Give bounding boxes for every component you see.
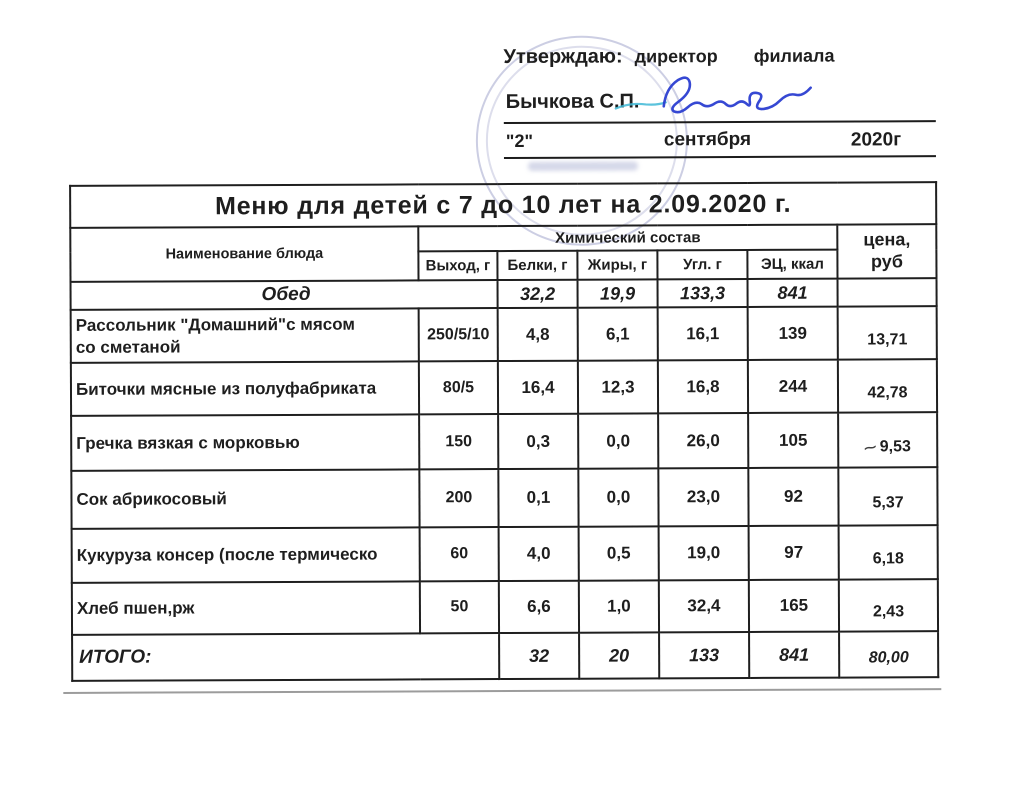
dish-output: 60 [420, 527, 499, 581]
dish-price [838, 278, 937, 306]
dish-protein: 4,8 [498, 308, 578, 361]
approval-day: "2" [506, 131, 533, 152]
dish-carbs: 19,0 [659, 526, 749, 580]
dish-energy: 165 [749, 580, 839, 632]
dish-price: ⁓9,53 [838, 412, 937, 467]
pen-mark: ⁓ [864, 439, 878, 455]
dish-protein: 4,0 [499, 527, 579, 581]
date-line: "2" сентября 2020г [504, 122, 936, 159]
dish-protein: 0,3 [498, 414, 578, 469]
dish-output: 250/5/10 [419, 308, 498, 361]
col-header-energy: ЭЦ, ккал [747, 250, 837, 279]
dish-name: ИТОГО: [72, 633, 499, 681]
dish-fat: 6,1 [578, 307, 658, 360]
dish-fat: 12,3 [578, 360, 658, 413]
dish-energy: 105 [748, 413, 838, 468]
dish-fat: 19,9 [578, 279, 658, 307]
dish-carbs: 26,0 [658, 413, 748, 468]
dish-protein: 32,2 [498, 280, 578, 308]
menu-row-item: Рассольник "Домашний"с мясом со сметаной… [71, 306, 937, 363]
dish-fat: 0,0 [578, 468, 658, 526]
dish-carbs: 133,3 [658, 279, 748, 307]
dish-price: 42,78 [838, 359, 937, 412]
col-header-fat: Жиры, г [577, 250, 657, 279]
menu-title-row: Меню для детей с 7 до 10 лет на 2.09.202… [70, 182, 936, 228]
dish-name: Обед [71, 280, 498, 310]
col-header-price: цена, руб [837, 224, 936, 278]
scan-echo-line [63, 688, 941, 694]
dish-name: Биточки мясные из полуфабриката [71, 361, 419, 416]
dish-name: Хлеб пшен,рж [72, 581, 420, 635]
approval-prefix: Утверждаю: [503, 46, 622, 69]
dish-output: 50 [420, 581, 499, 633]
dish-energy: 97 [749, 526, 839, 580]
dish-energy: 841 [748, 279, 838, 307]
dish-name: Кукуруза консер (после термическо [72, 527, 420, 583]
dish-protein: 0,1 [498, 469, 578, 527]
approval-block: Утверждаю: директор филиала Бычкова С.П. "… [503, 42, 935, 159]
dish-price: 5,37 [838, 467, 937, 525]
dish-protein: 32 [499, 633, 579, 679]
col-header-carbs: Угл. г [657, 250, 747, 279]
dish-energy: 139 [748, 307, 838, 360]
dish-fat: 1,0 [579, 580, 659, 632]
dish-fat: 20 [579, 632, 659, 678]
header-row-groups: Наименование блюда Химический состав цен… [70, 224, 936, 253]
dish-protein: 6,6 [499, 581, 579, 633]
dish-carbs: 133 [659, 632, 749, 678]
signature-icon [612, 67, 862, 120]
dish-fat: 0,0 [578, 413, 658, 468]
dish-protein: 16,4 [498, 361, 578, 414]
dish-name: Сок абрикосовый [71, 469, 419, 529]
col-header-output: Выход, г [418, 251, 497, 280]
approval-line: Утверждаю: директор филиала [503, 42, 935, 70]
col-header-dish: Наименование блюда [70, 226, 418, 282]
dish-carbs: 32,4 [659, 580, 749, 632]
approval-month: сентября [664, 129, 751, 151]
dish-price: 13,71 [838, 306, 937, 359]
menu-title: Меню для детей с 7 до 10 лет на 2.09.202… [70, 182, 936, 228]
dish-energy: 841 [749, 632, 839, 678]
dish-energy: 244 [748, 360, 838, 413]
dish-output: 200 [419, 469, 498, 527]
dish-price: 80,00 [839, 631, 938, 677]
dish-fat: 0,5 [579, 526, 659, 580]
dish-carbs: 16,1 [658, 307, 748, 360]
dish-name: Гречка вязкая с морковью [71, 414, 419, 471]
menu-table: Меню для детей с 7 до 10 лет на 2.09.202… [69, 181, 939, 682]
dish-energy: 92 [748, 468, 838, 526]
dish-name: Рассольник "Домашний"с мясом со сметаной [71, 308, 419, 363]
dish-output: 80/5 [419, 361, 498, 414]
dish-output: 150 [419, 414, 498, 469]
stamp-text-smudge [528, 161, 638, 170]
approval-role: директор [635, 46, 718, 66]
dish-price: 2,43 [839, 579, 938, 631]
col-header-protein: Белки, г [497, 251, 577, 280]
dish-carbs: 23,0 [658, 468, 748, 526]
approval-org: филиала [754, 46, 835, 66]
col-header-chem-group: Химический состав [418, 225, 837, 252]
signature-line: Бычкова С.П. [504, 78, 936, 124]
dish-price: 6,18 [839, 525, 938, 579]
dish-carbs: 16,8 [658, 360, 748, 413]
approval-year: 2020г [851, 129, 901, 151]
